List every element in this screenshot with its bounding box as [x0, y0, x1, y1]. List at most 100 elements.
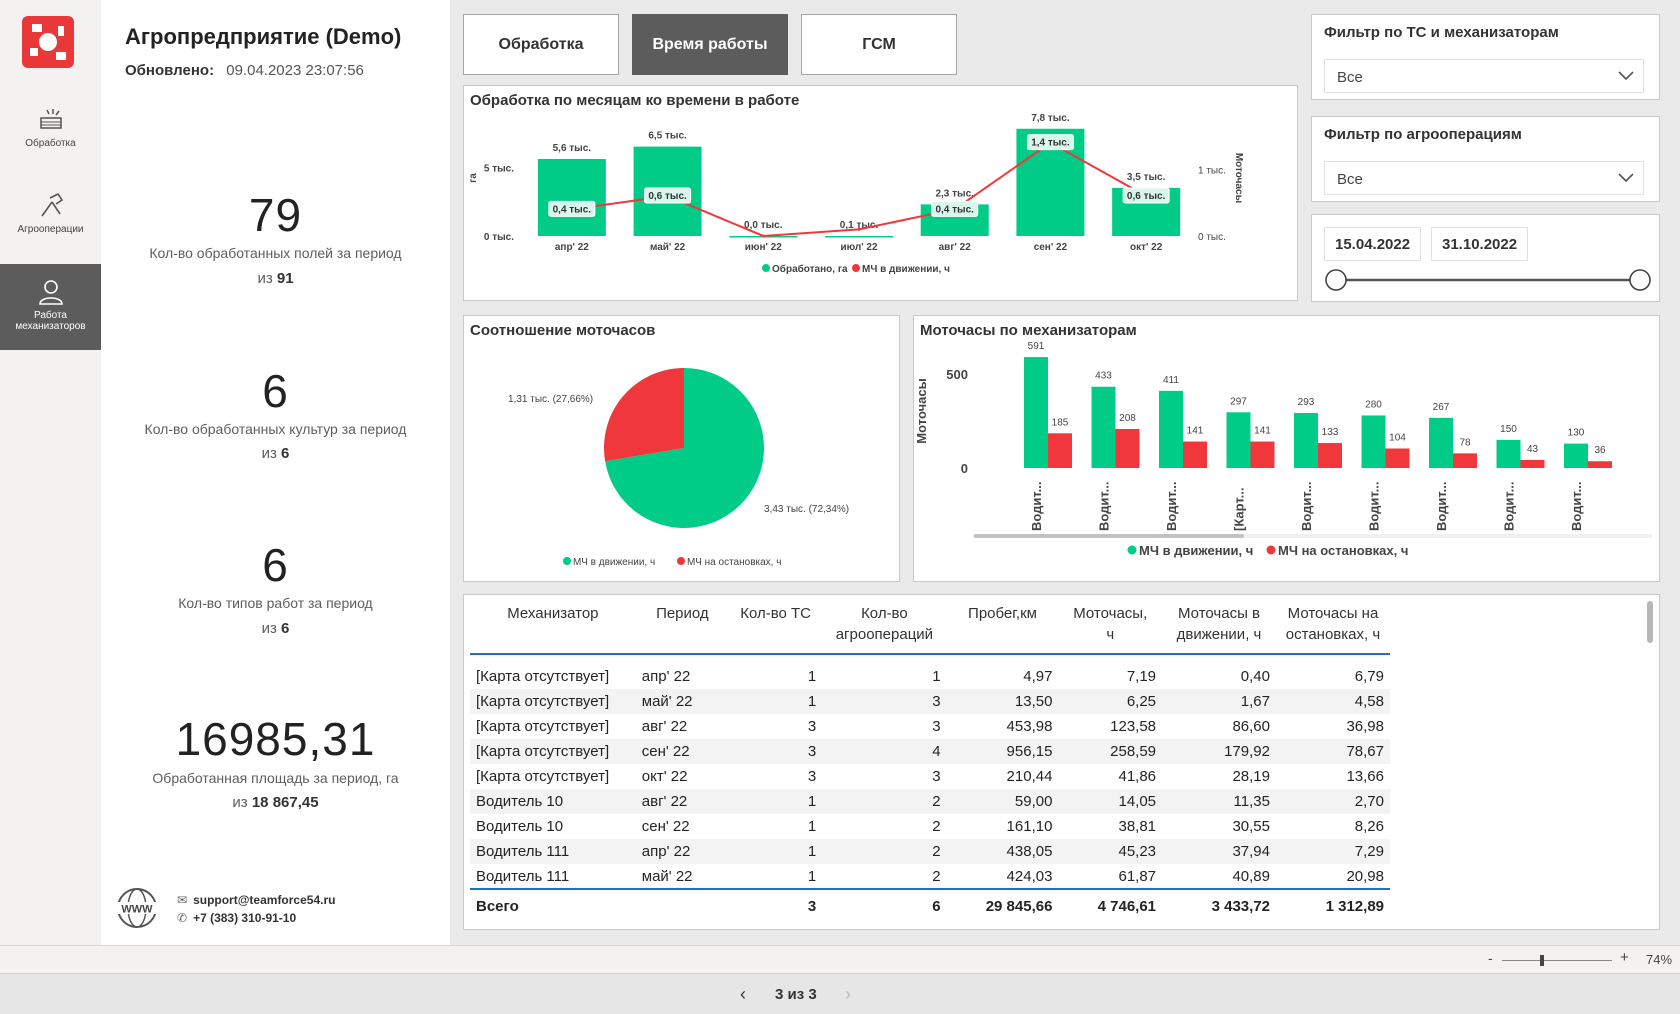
line-point	[857, 227, 861, 231]
column-header[interactable]: Пробег,км	[968, 605, 1037, 622]
table-row[interactable]: [Карта отсутствует] авг' 22 3 3 453,98 123,58…	[470, 714, 1390, 739]
x-tick-label: июн' 22	[745, 242, 782, 253]
nav-item-processing[interactable]: Обработка	[0, 104, 101, 160]
status-bar: - + 74%	[0, 945, 1680, 973]
vehicle-filter-dropdown[interactable]: Все	[1324, 59, 1644, 93]
vehicle-filter-title: Фильтр по ТС и механизаторам	[1324, 24, 1559, 41]
nav-item-operations[interactable]: Агрооперации	[0, 188, 101, 244]
y2-tick-label: 0 тыс.	[1198, 232, 1226, 243]
bar-stopped	[1588, 461, 1612, 468]
next-page-icon[interactable]: ›	[845, 984, 851, 1004]
x-tick-label: [Карт...	[1232, 488, 1247, 531]
bar-data-label: 141	[1254, 426, 1271, 437]
bar-moving	[1294, 413, 1318, 468]
table-cell: 161,10	[1006, 818, 1053, 835]
x-tick-label: Водит...	[1164, 482, 1179, 531]
zoom-in-button[interactable]: +	[1620, 949, 1629, 966]
column-header[interactable]: Кол-во ТС	[740, 605, 812, 622]
column-header[interactable]: Моточасы на остановках, ч	[1285, 605, 1381, 643]
bar-stopped	[1318, 443, 1342, 468]
nav-item-operators[interactable]: Работа механизаторов	[0, 264, 101, 350]
line-point	[761, 234, 765, 238]
x-tick-label: Водит...	[1097, 482, 1112, 531]
table-cell: [Карта отсутствует]	[470, 739, 636, 764]
total-cell: 1 312,89	[1325, 898, 1384, 915]
nav-item-label: Работа	[34, 310, 67, 321]
legend-label-moving: МЧ в движении, ч	[573, 557, 655, 568]
tab-fuel[interactable]: ГСМ	[801, 14, 957, 75]
line-data-label: 0,4 тыс.	[931, 200, 979, 217]
x-tick-label: Водит...	[1569, 482, 1584, 531]
zoom-slider-thumb[interactable]	[1540, 955, 1544, 966]
y-axis-label: га	[468, 173, 479, 183]
total-cell: Всего	[476, 898, 519, 915]
legend-dot-moving	[1127, 545, 1137, 555]
bar-stopped	[1250, 441, 1275, 468]
column-header[interactable]: Механизатор	[507, 605, 599, 622]
table-row[interactable]: [Карта отсутствует] апр' 22 1 1 4,97 7,19 0,40…	[470, 664, 1390, 689]
motohours-ratio-card: Соотношение моточасов 3,43 тыс. (72,34%)…	[463, 315, 900, 582]
bar-moving	[1024, 357, 1048, 468]
slider-handle-end	[1629, 269, 1651, 291]
x-tick-label: окт' 22	[1130, 242, 1163, 253]
total-cell: 3	[807, 898, 817, 915]
table-cell: 40,89	[1232, 867, 1270, 885]
operators-table-card: Механизатор Период Кол-во ТС Кол-во агроопер…	[463, 594, 1660, 930]
table-row[interactable]: [Карта отсутствует] май' 22 1 3 13,50 6,25 1,6…	[470, 689, 1390, 714]
bar-stopped	[1385, 448, 1410, 468]
table-cell: май' 22	[635, 689, 729, 714]
column-header[interactable]: Моточасы, ч	[1073, 605, 1148, 643]
table-cell: 3	[807, 718, 817, 735]
tab-work-time[interactable]: Время работы	[632, 14, 788, 75]
zoom-slider[interactable]	[1502, 955, 1612, 966]
bar-data-label: 130	[1568, 428, 1585, 439]
tab-processing[interactable]: Обработка	[463, 14, 619, 75]
table-row[interactable]: [Карта отсутствует] окт' 22 3 3 210,44 41,86 2…	[470, 764, 1390, 789]
table-row[interactable]: Водитель 111 апр' 22 1 2 438,05 45,23 37,94 7,2…	[470, 839, 1390, 864]
zoom-out-button[interactable]: -	[1488, 950, 1493, 966]
operation-filter-dropdown[interactable]: Все	[1324, 161, 1644, 195]
field-tractor-icon	[39, 109, 62, 129]
table-cell: 4	[822, 739, 947, 764]
operation-filter-card: Фильтр по агрооперациям Все	[1311, 116, 1660, 202]
table-scrollbar[interactable]	[1647, 601, 1653, 643]
nav-item-label: Обработка	[25, 138, 76, 149]
chevron-down-icon	[1618, 71, 1634, 81]
table-cell: 438,05	[946, 839, 1059, 864]
x-tick-label: июл' 22	[840, 242, 878, 253]
kpi-cultures-caption: Кол-во обработанных культур за период	[144, 421, 407, 437]
date-range-slider[interactable]	[1324, 265, 1652, 295]
table-cell: 37,94	[1162, 839, 1276, 864]
prev-page-icon[interactable]: ‹	[740, 984, 746, 1004]
table-row[interactable]: [Карта отсутствует] сен' 22 3 4 956,15 258,59…	[470, 739, 1390, 764]
table-cell: 3	[822, 689, 947, 714]
contact-phone-row: ✆ +7 (383) 310-91-10	[177, 911, 296, 925]
column-header[interactable]: Период	[656, 605, 709, 622]
legend-label-moving: МЧ в движении, ч	[1139, 543, 1253, 558]
table-row[interactable]: Водитель 111 май' 22 1 2 424,03 61,87 40,89 20,…	[470, 864, 1390, 889]
bar-data-label: 104	[1389, 432, 1406, 443]
contact-email[interactable]: support@teamforce54.ru	[193, 893, 336, 907]
bar-moving	[1091, 386, 1116, 468]
bar-data-label: 293	[1298, 397, 1315, 408]
table-cell: 3	[932, 718, 941, 735]
nav-item-label-2: механизаторов	[15, 321, 86, 332]
table-cell: 20,98	[1346, 867, 1384, 885]
bar-stopped	[1520, 459, 1545, 468]
table-cell: 13,66	[1346, 768, 1384, 785]
table-cell: 956,15	[946, 739, 1059, 764]
table-row[interactable]: Водитель 10 авг' 22 1 2 59,00 14,05 11,35 2,70	[470, 789, 1390, 814]
table-row[interactable]: Водитель 10 сен' 22 1 2 161,10 38,81 30,55 8,26	[470, 814, 1390, 839]
column-header[interactable]: Моточасы в движении, ч	[1176, 605, 1262, 643]
table-cell: 1	[807, 668, 817, 685]
contact-phone: +7 (383) 310-91-10	[193, 911, 297, 925]
date-from-input[interactable]: 15.04.2022	[1324, 227, 1422, 261]
table-cell: 1	[807, 867, 817, 885]
bar-stopped	[1453, 453, 1477, 468]
x-tick-label: Водит...	[1434, 482, 1449, 531]
bar-moving	[1226, 412, 1251, 468]
table-cell: 1	[729, 839, 823, 864]
date-to-input[interactable]: 31.10.2022	[1431, 227, 1529, 261]
x-tick-label: Водит...	[1299, 482, 1314, 531]
column-header[interactable]: Кол-во агроопераций	[835, 605, 934, 643]
